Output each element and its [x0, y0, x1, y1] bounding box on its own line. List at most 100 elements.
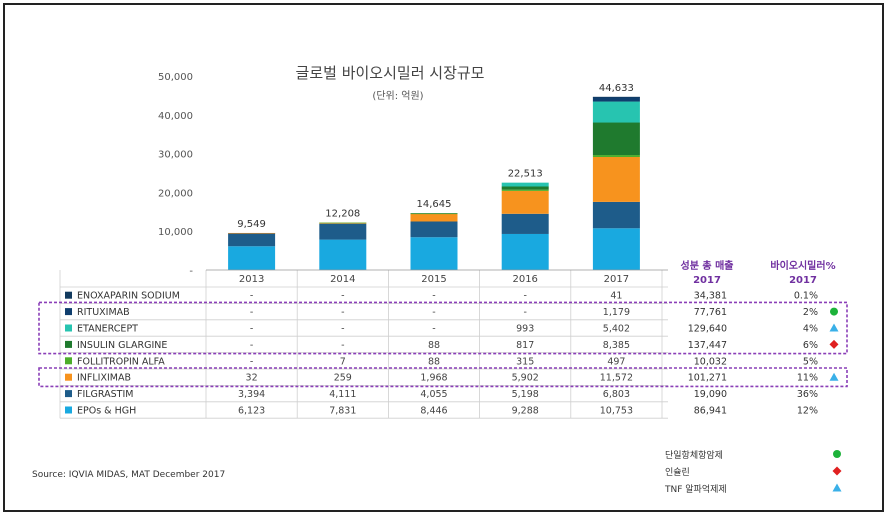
bar-segment [501, 189, 549, 191]
series-name: EPOs & HGH [77, 406, 136, 417]
table-cell-value: 3,394 [238, 389, 265, 400]
bar-segment [592, 101, 640, 123]
table-cell-value: - [523, 307, 526, 318]
category-label: 2015 [421, 274, 446, 285]
bar-segment [410, 213, 458, 215]
y-tick-label: 50,000 [158, 72, 193, 83]
table-cell-value: 7,831 [329, 406, 356, 417]
table-cell-value: 32 [246, 373, 258, 384]
row-marker-triangle [829, 372, 839, 381]
total-sales-value: 34,381 [694, 291, 727, 302]
table-cell-value: 11,572 [600, 373, 633, 384]
biosimilar-pct-value: 5% [803, 356, 818, 367]
bar-segment [592, 228, 640, 270]
y-tick-label: - [189, 266, 193, 277]
table-cell-value: 8,385 [603, 340, 630, 351]
biosimilar-pct-value: 4% [803, 324, 818, 335]
bar-segment [592, 155, 640, 157]
bar-segment [501, 213, 549, 234]
table-cell-value: 259 [334, 373, 352, 384]
table-cell-value: 4,111 [329, 389, 356, 400]
legend-swatch [65, 373, 72, 381]
series-name: FILGRASTIM [77, 389, 133, 400]
bar-segment [410, 213, 458, 222]
table-cell-value: - [432, 291, 435, 302]
total-sales-value: 77,761 [694, 307, 727, 318]
series-name: ENOXAPARIN SODIUM [77, 291, 180, 302]
legend-swatch [65, 406, 72, 414]
y-tick-label: 30,000 [158, 150, 193, 161]
bar-total-label: 14,645 [417, 199, 452, 210]
total-sales-value: 137,447 [688, 340, 727, 351]
bar-segment [319, 239, 367, 270]
biosimilar-pct-value: 12% [797, 406, 818, 417]
bar-segment [410, 237, 458, 270]
bar-segment [319, 222, 367, 224]
table-cell-value: 7 [340, 356, 346, 367]
table-cell-value: 1,179 [603, 307, 630, 318]
table-cell-value: 6,123 [238, 406, 265, 417]
total-sales-value: 129,640 [688, 324, 727, 335]
bar-segment [410, 213, 458, 214]
legend-swatch [65, 324, 72, 332]
biosimilar-pct-value: 36% [797, 389, 818, 400]
table-cell-value: 5,198 [512, 389, 539, 400]
bar-total-label: 12,208 [325, 209, 360, 220]
table-cell-value: 10,753 [600, 406, 633, 417]
legend-swatch [65, 357, 72, 365]
table-cell-value: - [523, 291, 526, 302]
table-cell-value: 8,446 [420, 406, 447, 417]
table-cell-value: 817 [516, 340, 534, 351]
marker-legend-circle [833, 450, 841, 458]
source-note: Source: IQVIA MIDAS, MAT December 2017 [32, 470, 225, 480]
bar-total-label: 9,549 [237, 219, 266, 230]
bar-segment [228, 232, 276, 234]
chart-frame [3, 3, 884, 512]
row-marker-diamond [829, 339, 839, 349]
bar-segment [319, 223, 367, 240]
table-cell-value: - [250, 307, 253, 318]
bar-segment [228, 233, 276, 247]
table-cell-value: - [341, 324, 344, 335]
series-name: RITUXIMAB [77, 307, 130, 318]
table-cell-value: - [250, 291, 253, 302]
biosimilar-pct-header: 바이오시밀러% [770, 259, 835, 272]
series-name: INSULIN GLARGINE [77, 340, 167, 351]
bar-segment [501, 182, 549, 187]
table-cell-value: 41 [610, 291, 622, 302]
highlight-box-group [38, 301, 848, 355]
marker-legend-label: 인슐린 [665, 467, 690, 478]
table-cell-value: 993 [516, 324, 534, 335]
y-tick-label: 20,000 [158, 188, 193, 199]
marker-legend-label: TNF 알파억제제 [664, 483, 727, 495]
table-cell-value: - [432, 324, 435, 335]
table-cell-value: - [432, 307, 435, 318]
category-label: 2013 [239, 274, 264, 285]
marker-legend-triangle [832, 483, 842, 492]
table-cell-value: 9,288 [512, 406, 539, 417]
legend-swatch [65, 390, 72, 398]
table-cell-value: - [250, 340, 253, 351]
category-label: 2014 [330, 274, 355, 285]
y-tick-label: 10,000 [158, 227, 193, 238]
table-cell-value: - [341, 291, 344, 302]
table-cell-value: 5,402 [603, 324, 630, 335]
table-cell-value: 6,803 [603, 389, 630, 400]
table-cell-value: 4,055 [420, 389, 447, 400]
bar-segment [228, 246, 276, 270]
bar-segment [592, 156, 640, 202]
bar-segment [592, 122, 640, 156]
chart-subtitle: (단위: 억원) [372, 89, 423, 102]
legend-swatch [65, 340, 72, 348]
total-sales-value: 86,941 [694, 406, 727, 417]
row-marker-triangle [829, 323, 839, 332]
biosimilar-pct-header-year: 2017 [789, 275, 817, 286]
bar-segment [592, 96, 640, 102]
bar-segment [592, 201, 640, 229]
series-name: ETANERCEPT [77, 324, 138, 335]
table-cell-value: - [250, 324, 253, 335]
bar-total-label: 22,513 [508, 169, 543, 180]
series-name: FOLLITROPIN ALFA [77, 356, 165, 367]
total-sales-header: 성분 총 매출 [681, 259, 734, 272]
